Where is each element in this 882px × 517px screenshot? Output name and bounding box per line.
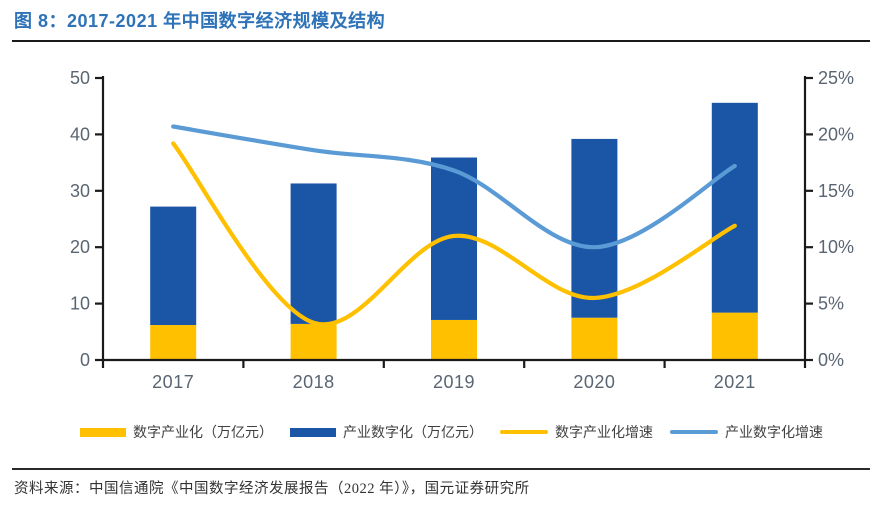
- bar-segment-digital-industrialization: [150, 325, 197, 360]
- left-axis-tick-label: 50: [70, 68, 90, 88]
- legend-label: 数字产业化（万亿元）: [133, 426, 273, 441]
- bar-segment-digital-industrialization: [431, 319, 477, 360]
- x-axis-category-label: 2018: [293, 372, 335, 392]
- legend-item-industry-digitalization: 产业数字化（万亿元）: [290, 422, 483, 442]
- legend-line-swatch-yellow: [500, 430, 548, 434]
- right-axis-tick-label: 25%: [818, 68, 854, 88]
- legend-bar-swatch-yellow: [80, 427, 126, 437]
- source-note: 资料来源：中国信通院《中国数字经济发展报告（2022 年）》，国元证券研究所: [14, 481, 530, 497]
- bar-segment-industry-digitalization: [290, 183, 337, 324]
- left-axis-tick-label: 10: [70, 294, 90, 314]
- left-axis-tick-label: 0: [80, 350, 90, 370]
- bar-segment-industry-digitalization: [711, 102, 758, 313]
- legend-bar-swatch-blue: [290, 427, 336, 437]
- x-axis-category-label: 2021: [714, 372, 756, 392]
- bar-segment-digital-industrialization: [290, 323, 337, 360]
- left-axis-tick-label: 30: [70, 181, 90, 201]
- legend-label: 产业数字化增速: [725, 426, 823, 441]
- growth-line-digital-industrialization: [171, 141, 737, 327]
- x-axis-category-label: 2019: [433, 372, 475, 392]
- right-axis-tick-label: 15%: [818, 181, 854, 201]
- figure-bottom-divider: [12, 468, 870, 470]
- bar-segment-digital-industrialization: [571, 317, 618, 360]
- growth-line-industry-digitalization: [171, 124, 737, 250]
- title-divider: [12, 40, 870, 42]
- legend-item-industry-digitalization-growth: 产业数字化增速: [670, 422, 823, 442]
- legend-line-swatch-blue: [670, 430, 718, 434]
- legend-label: 数字产业化增速: [555, 426, 653, 441]
- bar-segment-industry-digitalization: [571, 138, 618, 318]
- right-axis-tick-label: 5%: [818, 294, 844, 314]
- left-axis-tick-label: 20: [70, 237, 90, 257]
- legend-item-digital-industrialization: 数字产业化（万亿元）: [80, 422, 273, 442]
- right-axis-tick-label: 20%: [818, 124, 854, 144]
- figure-title: 图 8：2017-2021 年中国数字经济规模及结构: [14, 11, 386, 31]
- legend-item-digital-industrialization-growth: 数字产业化增速: [500, 422, 653, 442]
- bar-segment-digital-industrialization: [711, 312, 758, 360]
- digital-economy-combo-chart: 0 10 20 30 40 50 0% 5% 10% 15% 20% 25% 2017 2018 2019 2…: [70, 68, 854, 392]
- right-axis-tick-label: 0%: [818, 350, 844, 370]
- x-axis-category-label: 2020: [573, 372, 615, 392]
- chart-legend: 数字产业化（万亿元） 产业数字化（万亿元） 数字产业化增速 产业数字化增速: [80, 422, 868, 442]
- left-axis-tick-label: 40: [70, 124, 90, 144]
- bar-segment-industry-digitalization: [150, 206, 197, 326]
- right-axis-tick-label: 10%: [818, 237, 854, 257]
- x-axis-category-label: 2017: [152, 372, 194, 392]
- legend-label: 产业数字化（万亿元）: [343, 426, 483, 441]
